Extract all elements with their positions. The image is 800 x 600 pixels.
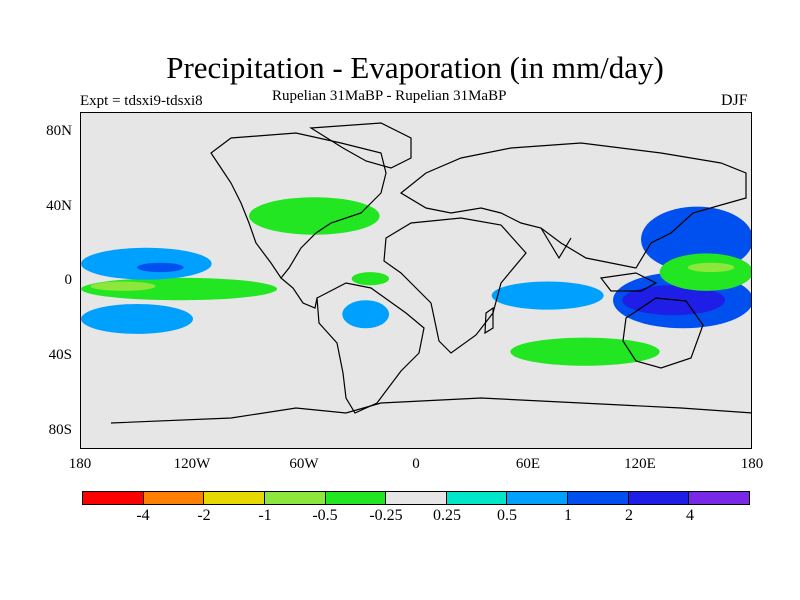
season-label: DJF	[721, 92, 748, 109]
colorbar-swatch	[568, 492, 629, 504]
coast-india	[540, 227, 572, 260]
coast-greenland	[309, 122, 412, 169]
colorbar-label: -4	[136, 507, 150, 524]
chart-subtitle: Rupelian 31MaBP - Rupelian 31MaBP	[272, 88, 507, 104]
colorbar-label: -0.5	[312, 507, 338, 524]
colorbar-swatch	[628, 492, 690, 504]
pe-region-nw-pacific-dry-core	[687, 262, 735, 273]
x-tick-label-60w: 60W	[289, 456, 319, 472]
pe-region-indian-ocean-wet	[491, 281, 604, 310]
colorbar-swatch	[264, 492, 326, 504]
x-tick-label-180w: 180	[68, 456, 92, 472]
map-svg	[81, 122, 751, 424]
coastlines	[110, 122, 751, 424]
colorbar-swatch	[446, 492, 508, 504]
pe-region-eq-pacific-dry-core	[90, 281, 156, 291]
colorbar-label: -0.25	[369, 507, 403, 524]
coast-north-america	[210, 132, 387, 280]
colorbar-label: 0.5	[497, 507, 517, 524]
colorbar-label: 2	[625, 507, 633, 524]
colorbar-swatch	[83, 492, 144, 504]
coast-south-america	[316, 282, 425, 414]
colorbar	[82, 491, 750, 505]
colorbar-swatch	[204, 492, 265, 504]
coast-australia	[622, 297, 704, 369]
pe-region-south-indian-dry	[510, 337, 660, 366]
y-tick-label-80n: 80N	[46, 123, 72, 139]
colorbar-label: 4	[686, 507, 694, 524]
colorbar-label: -1	[258, 507, 272, 524]
colorbar-label: 1	[564, 507, 572, 524]
x-tick-label-120e: 120E	[624, 456, 656, 472]
chart-title: Precipitation - Evaporation (in mm/day)	[166, 50, 664, 85]
pe-region-pacific-wet-north	[81, 247, 212, 280]
y-tick-label-40s: 40S	[48, 347, 72, 363]
coast-madagascar	[484, 306, 494, 335]
pe-region-south-atlantic-wet	[342, 300, 389, 329]
coast-antarctica	[110, 397, 751, 424]
colorbar-label: 0.25	[433, 507, 461, 524]
x-tick-label-60e: 60E	[515, 456, 541, 472]
colorbar-swatch	[143, 492, 205, 504]
x-tick-label-0: 0	[412, 456, 420, 472]
colorbar-swatch	[507, 492, 569, 504]
coast-maritime-asia	[599, 272, 658, 292]
coast-africa	[383, 217, 527, 354]
y-tick-label-80s: 80S	[48, 422, 72, 438]
coast-eurasia	[399, 142, 747, 269]
pe-region-north-atlantic-dry	[249, 197, 380, 235]
pe-region-south-pacific-wet	[81, 303, 193, 334]
pe-region-eq-atlantic-dry	[351, 272, 390, 286]
colorbar-label: -2	[197, 507, 211, 524]
colorbar-swatch	[689, 492, 750, 504]
colorbar-swatch	[325, 492, 387, 504]
y-tick-label-40n: 40N	[46, 198, 72, 214]
x-tick-label-180e: 180	[740, 456, 764, 472]
coast-central-america	[280, 277, 318, 309]
colorbar-swatch	[386, 492, 447, 504]
map-plot-area	[80, 112, 752, 449]
experiment-label: Expt = tdsxi9-tdsxi8	[80, 93, 203, 109]
pe-region-pacific-wet-core	[137, 262, 184, 273]
y-tick-label-0: 0	[64, 272, 73, 288]
pe-region-nw-pacific-dry	[659, 253, 751, 291]
x-tick-label-120w: 120W	[173, 456, 211, 472]
